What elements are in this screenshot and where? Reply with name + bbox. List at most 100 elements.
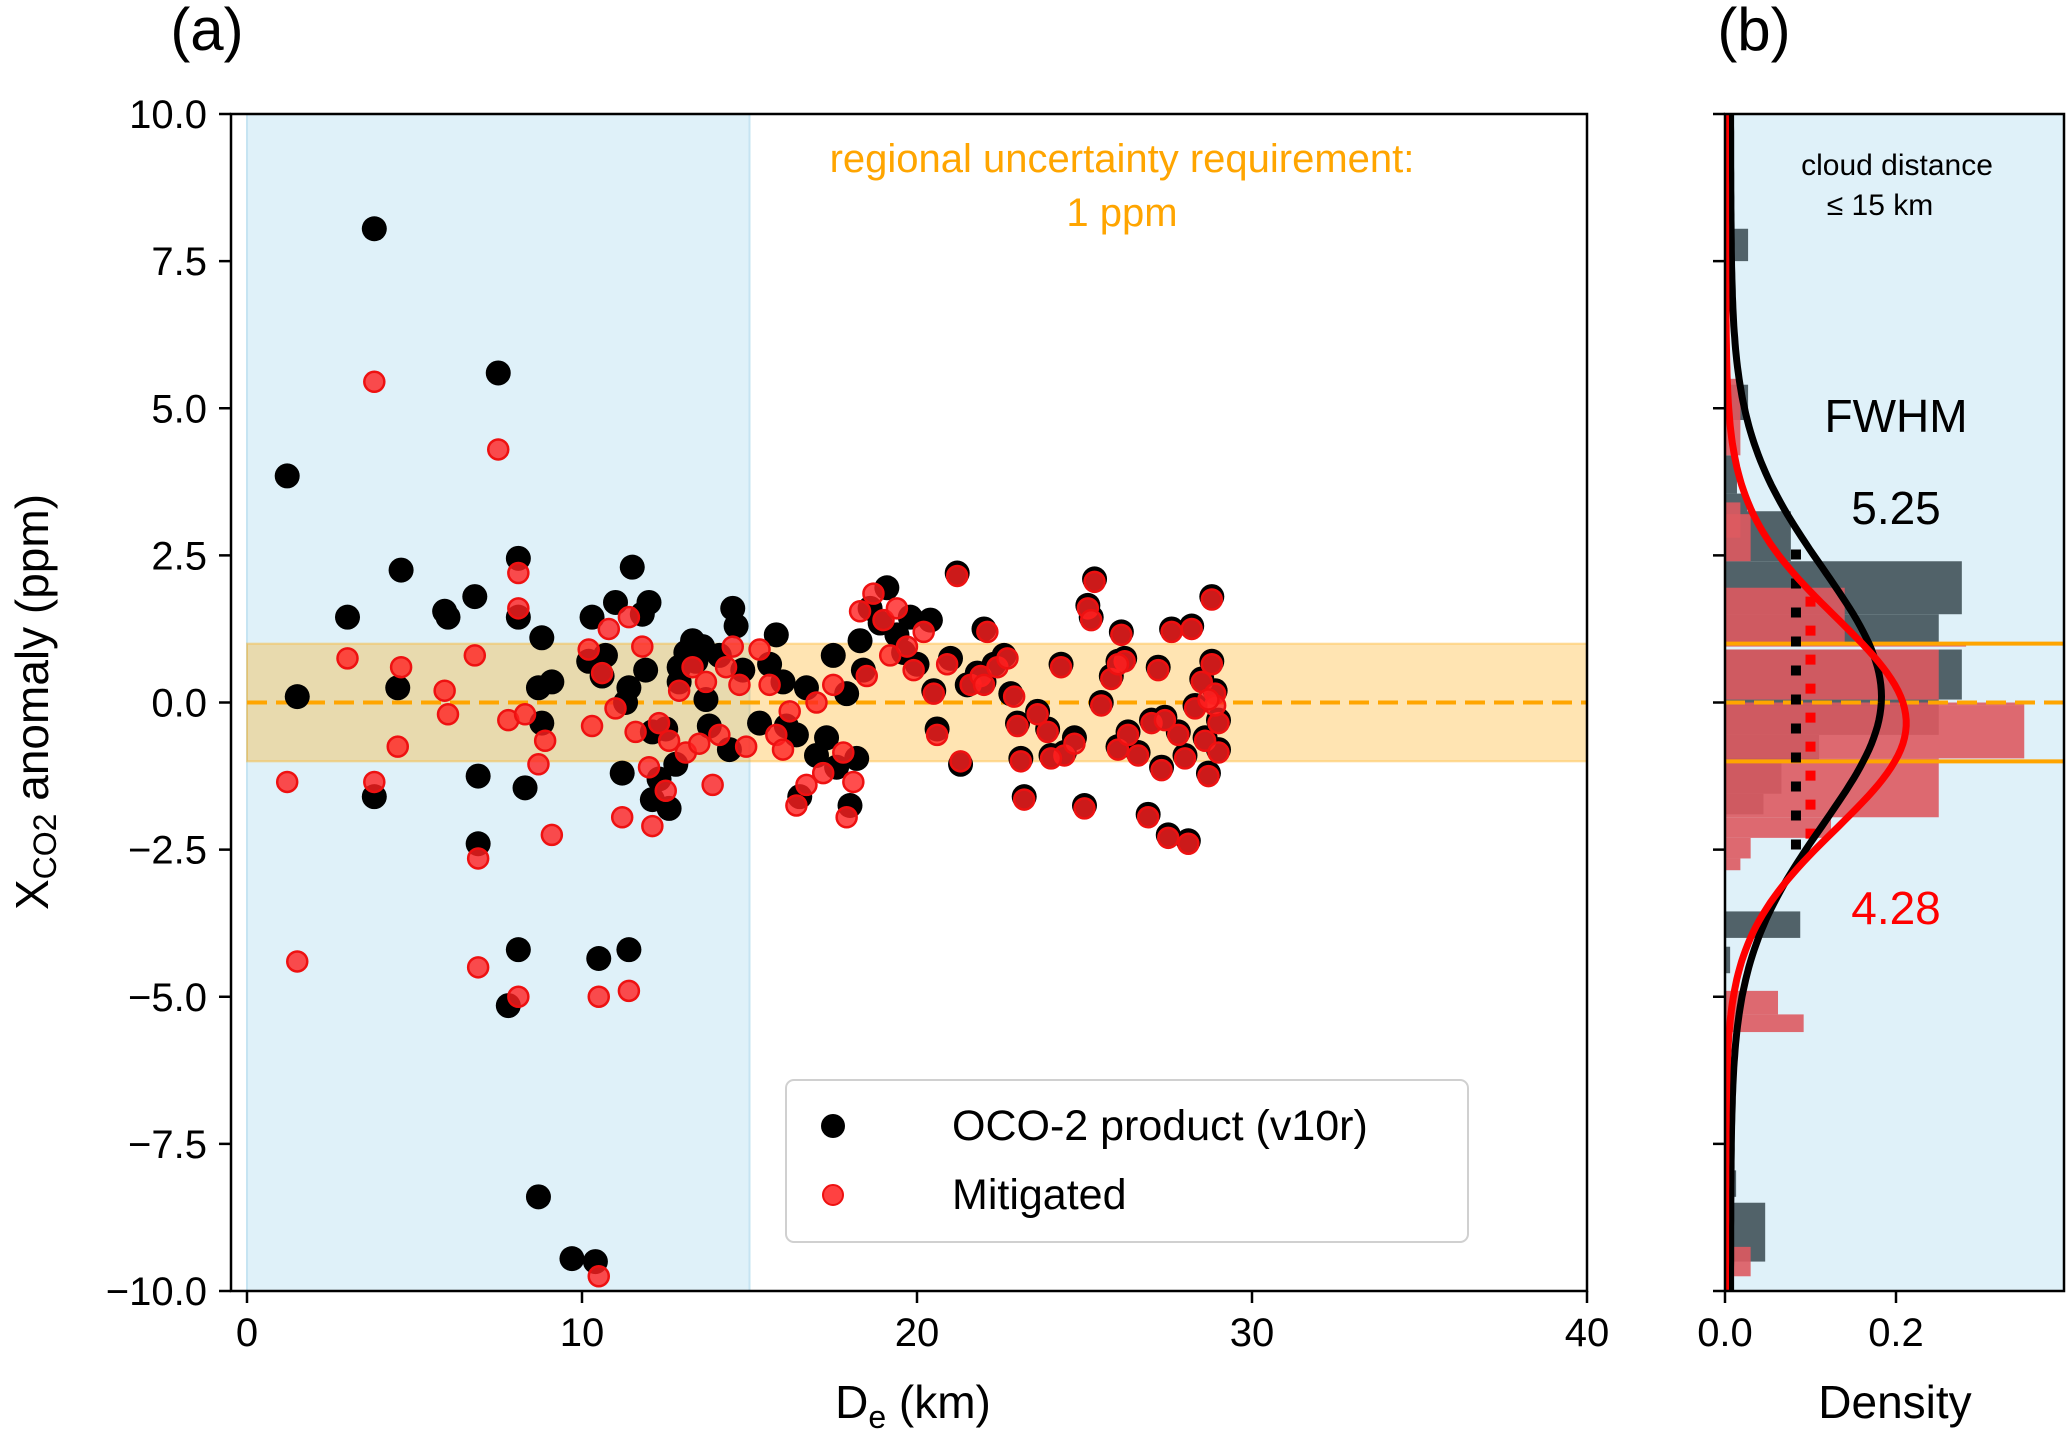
data-point-mitigated (1039, 747, 1063, 770)
data-point-mitigated (1207, 741, 1230, 764)
data-point-oco2 (274, 463, 300, 489)
data-point-oco2 (609, 760, 635, 786)
x-axis-label-unit: (km) (886, 1376, 991, 1428)
data-point-mitigated (597, 617, 621, 641)
data-point-oco2 (616, 675, 642, 701)
data-point-mitigated (587, 1265, 610, 1288)
data-point-mitigated (862, 582, 885, 605)
data-point-mitigated (1197, 764, 1220, 788)
data-point-mitigated (1153, 708, 1177, 732)
data-point-mitigated (925, 723, 949, 747)
data-point-mitigated (734, 735, 758, 758)
data-point-oco2 (820, 642, 846, 668)
data-point-oco2 (747, 710, 773, 736)
data-point-oco2 (559, 1246, 585, 1272)
data-point-mitigated (363, 770, 386, 794)
y-tick-label: −10.0 (106, 1270, 207, 1314)
data-point-mitigated (487, 438, 510, 461)
data-point-oco2 (361, 216, 387, 242)
data-point-mitigated (714, 655, 738, 679)
legend-marker-mitigated (822, 1184, 844, 1206)
data-point-mitigated (389, 655, 413, 679)
data-point-mitigated (363, 370, 386, 394)
data-point-mitigated (1146, 658, 1170, 682)
data-point-oco2 (847, 628, 873, 654)
data-point-mitigated (577, 638, 600, 661)
data-point-mitigated (912, 620, 935, 644)
x-axis-label: De (km) (835, 1376, 991, 1435)
x-tick-label: 0 (236, 1311, 258, 1355)
data-point-mitigated (848, 600, 872, 623)
data-point-mitigated (885, 597, 909, 620)
data-point-mitigated (1079, 608, 1103, 632)
data-point-oco2 (636, 589, 662, 615)
data-point-oco2 (616, 937, 642, 963)
data-point-oco2 (763, 622, 789, 648)
data-point-oco2 (462, 584, 488, 610)
data-point-mitigated (590, 661, 614, 685)
data-point-mitigated (1009, 750, 1033, 773)
data-point-mitigated (771, 738, 795, 761)
data-point-mitigated (617, 979, 641, 1003)
legend-label-mitigated: Mitigated (952, 1171, 1126, 1219)
y-tick-label: 7.5 (151, 240, 207, 284)
cloud-distance-annotation-line1: cloud distance (1801, 149, 1993, 182)
data-point-mitigated (507, 561, 530, 585)
data-point-mitigated (758, 673, 781, 697)
data-point-mitigated (580, 714, 604, 738)
data-point-mitigated (728, 673, 751, 697)
data-point-oco2 (539, 669, 565, 695)
data-point-mitigated (286, 950, 309, 973)
data-point-oco2 (512, 775, 538, 801)
data-point-mitigated (604, 697, 627, 720)
legend-marker-oco2 (821, 1114, 845, 1138)
data-point-oco2 (385, 675, 411, 701)
hist-bar-mitigated (1725, 514, 1751, 562)
data-point-mitigated (336, 647, 359, 670)
data-point-oco2 (284, 684, 310, 710)
data-point-mitigated (1200, 588, 1224, 611)
panel-a-scatter: 0 10 20 30 40 10.0 7.5 5.0 2.5 0.0 −2.5 −5.0 −7.5 −1… (6, 93, 1609, 1435)
data-point-mitigated (436, 703, 460, 726)
hist-bar-mitigated (1725, 837, 1751, 859)
data-point-mitigated (748, 638, 771, 661)
data-point-mitigated (701, 773, 724, 797)
data-point-oco2 (525, 1184, 551, 1210)
fwhm-value-mitigated: 4.28 (1851, 882, 1941, 934)
data-point-mitigated (721, 635, 744, 658)
data-point-mitigated (654, 779, 677, 803)
data-point-mitigated (1049, 655, 1073, 679)
data-point-mitigated (1173, 747, 1197, 770)
x-tick-label: 20 (895, 1311, 940, 1355)
data-point-mitigated (1036, 720, 1059, 744)
data-point-mitigated (1110, 623, 1133, 647)
hist-bar-mitigated (1725, 858, 1741, 871)
data-point-mitigated (795, 773, 818, 797)
data-point-mitigated (1180, 617, 1203, 641)
y-tick-label: 2.5 (151, 534, 207, 578)
data-point-oco2 (814, 725, 840, 751)
data-point-mitigated (275, 770, 299, 794)
data-point-mitigated (1200, 652, 1224, 676)
data-point-mitigated (1197, 688, 1220, 711)
data-point-mitigated (996, 647, 1019, 670)
panel-a-label: (a) (170, 0, 243, 63)
data-point-mitigated (624, 720, 647, 744)
legend-box (785, 1079, 1469, 1243)
y-axis-label: XCO2 anomaly (ppm) (6, 494, 63, 910)
data-point-mitigated (855, 664, 878, 688)
data-point-mitigated (1083, 570, 1106, 594)
data-point-mitigated (811, 761, 835, 785)
panel-b-histogram: 0.0 0.2 cloud distance ≤ 15 km FWHM 5.25 … (1697, 112, 2066, 1428)
hist-bar-mitigated (1725, 1014, 1804, 1033)
data-point-mitigated (507, 597, 530, 620)
y-tick-label: −7.5 (128, 1123, 207, 1167)
fwhm-label: FWHM (1824, 390, 1967, 442)
data-point-mitigated (610, 806, 634, 829)
data-point-mitigated (667, 679, 691, 702)
panel-b-label: (b) (1717, 0, 1790, 63)
data-point-mitigated (513, 703, 537, 726)
data-point-mitigated (1150, 758, 1173, 782)
data-point-mitigated (617, 605, 641, 629)
fit-curve-oco2 (1727, 114, 1886, 1291)
